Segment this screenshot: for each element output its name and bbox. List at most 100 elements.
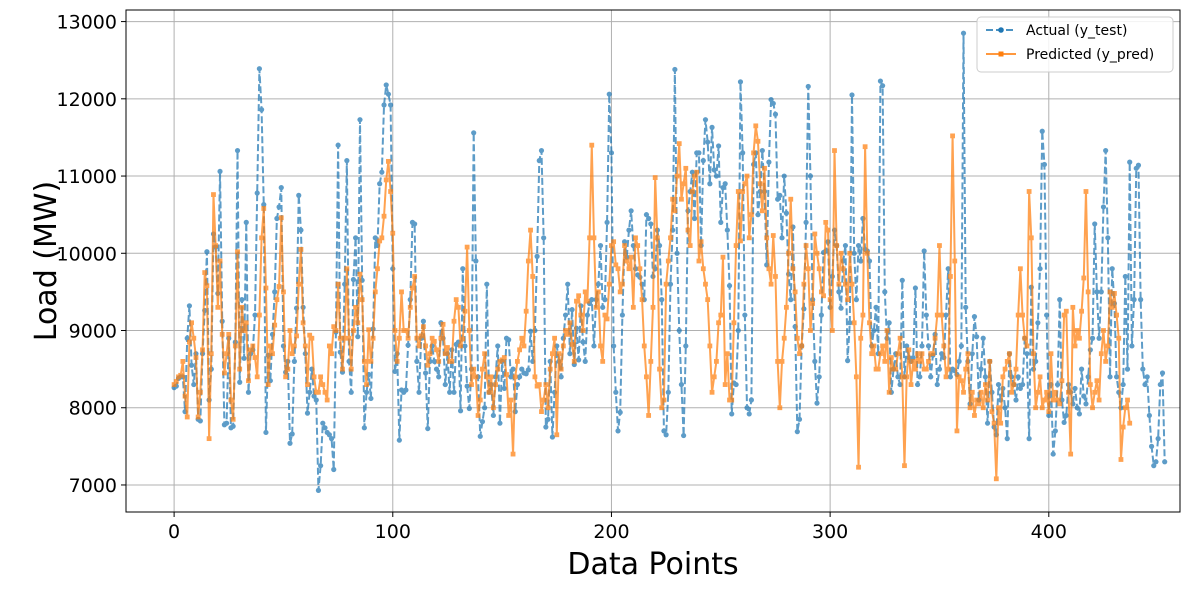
data-point <box>381 213 387 219</box>
data-point <box>204 283 210 289</box>
data-point <box>703 281 708 287</box>
data-point <box>197 418 203 424</box>
data-point <box>930 351 936 357</box>
data-point <box>663 281 669 287</box>
data-point <box>331 466 337 473</box>
data-point <box>832 148 837 153</box>
data-point <box>552 335 557 341</box>
data-point <box>626 227 632 233</box>
data-point <box>733 243 739 248</box>
data-point <box>1081 275 1087 281</box>
data-point <box>1017 266 1023 272</box>
data-point <box>449 359 455 364</box>
data-point <box>224 351 229 357</box>
data-point <box>652 175 658 180</box>
data-point <box>473 374 479 380</box>
data-point <box>294 333 299 339</box>
data-point <box>1146 412 1152 419</box>
data-point <box>326 432 332 438</box>
data-point <box>928 374 934 380</box>
data-point <box>392 368 398 375</box>
data-point <box>967 405 973 411</box>
data-point <box>287 328 293 333</box>
data-point <box>464 244 470 250</box>
data-point <box>182 393 188 399</box>
data-point <box>674 250 680 256</box>
data-point <box>783 210 789 216</box>
data-point <box>311 374 317 380</box>
data-point <box>923 312 929 318</box>
data-point <box>248 347 254 353</box>
data-point <box>390 230 396 236</box>
data-point <box>1050 451 1056 457</box>
data-point <box>766 266 772 272</box>
data-point <box>611 343 617 349</box>
data-point <box>394 359 400 364</box>
data-point <box>1070 304 1076 310</box>
data-point <box>923 366 929 372</box>
data-point <box>777 192 783 198</box>
data-point <box>619 281 625 287</box>
data-point <box>775 359 781 364</box>
data-point <box>418 333 424 339</box>
data-point <box>976 401 982 407</box>
data-point <box>746 235 752 241</box>
data-point <box>357 271 363 277</box>
data-point <box>945 366 951 372</box>
legend-marker <box>998 51 1004 57</box>
data-point <box>888 355 894 360</box>
data-point <box>886 320 892 326</box>
data-point <box>517 374 523 380</box>
data-point <box>794 429 800 435</box>
data-point <box>1061 419 1067 426</box>
data-point <box>451 389 457 395</box>
data-point <box>396 335 402 341</box>
data-point <box>1022 335 1028 341</box>
data-point <box>875 366 881 372</box>
ticks: 0 100 200 300 400 7000 8000 9000 10000 11000 12000… <box>57 12 1067 543</box>
data-point <box>436 374 442 380</box>
data-point <box>528 227 533 233</box>
data-point <box>1144 374 1150 380</box>
data-point <box>379 235 385 241</box>
data-point <box>508 397 514 403</box>
data-point <box>729 411 735 417</box>
data-point <box>593 304 599 310</box>
data-point <box>724 351 730 357</box>
y-tick-label: 8000 <box>69 398 117 420</box>
data-point <box>768 281 774 287</box>
data-point <box>821 293 826 299</box>
data-point <box>545 405 551 411</box>
data-point <box>587 235 592 241</box>
data-point <box>1107 374 1113 380</box>
y-tick-label: 11000 <box>57 166 117 188</box>
data-point <box>853 297 859 303</box>
data-point <box>204 249 210 255</box>
data-point <box>536 382 542 387</box>
data-point <box>845 358 851 364</box>
data-point <box>385 91 392 97</box>
data-point <box>650 304 656 310</box>
data-point <box>567 320 573 326</box>
data-point <box>950 133 955 139</box>
data-point <box>858 258 864 264</box>
data-point <box>1074 328 1080 333</box>
data-point <box>178 372 184 378</box>
data-point <box>431 358 437 364</box>
data-point <box>558 366 564 372</box>
data-point <box>344 158 350 164</box>
data-point <box>803 219 809 225</box>
data-point <box>1013 366 1019 372</box>
data-point <box>982 374 988 380</box>
x-axis-label: Data Points <box>567 547 738 582</box>
data-point <box>477 433 483 439</box>
data-point <box>1004 436 1010 442</box>
data-point <box>1052 428 1058 434</box>
data-point <box>344 266 350 272</box>
data-point <box>473 258 479 264</box>
data-point <box>751 150 756 156</box>
data-point <box>234 147 241 154</box>
data-point <box>243 219 249 225</box>
data-point <box>1107 289 1113 295</box>
